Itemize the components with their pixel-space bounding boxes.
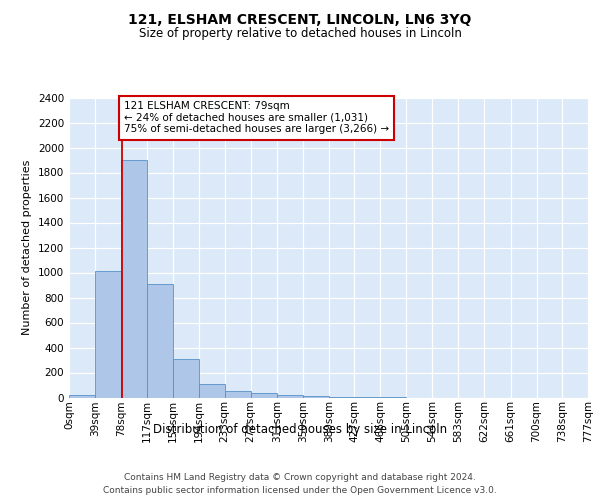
Bar xyxy=(277,395,303,398)
Bar xyxy=(121,160,147,398)
Bar xyxy=(147,284,173,398)
Bar xyxy=(69,395,95,398)
Y-axis label: Number of detached properties: Number of detached properties xyxy=(22,160,32,335)
Text: Size of property relative to detached houses in Lincoln: Size of property relative to detached ho… xyxy=(139,28,461,40)
Bar xyxy=(303,396,329,398)
Bar xyxy=(173,359,199,398)
Text: Contains HM Land Registry data © Crown copyright and database right 2024.: Contains HM Land Registry data © Crown c… xyxy=(124,472,476,482)
Text: Distribution of detached houses by size in Lincoln: Distribution of detached houses by size … xyxy=(153,422,447,436)
Text: 121, ELSHAM CRESCENT, LINCOLN, LN6 3YQ: 121, ELSHAM CRESCENT, LINCOLN, LN6 3YQ xyxy=(128,12,472,26)
Text: 121 ELSHAM CRESCENT: 79sqm
← 24% of detached houses are smaller (1,031)
75% of s: 121 ELSHAM CRESCENT: 79sqm ← 24% of deta… xyxy=(124,102,389,134)
Bar xyxy=(224,390,251,398)
Bar xyxy=(251,393,277,398)
Bar xyxy=(329,397,355,398)
Bar xyxy=(95,271,121,398)
Text: Contains public sector information licensed under the Open Government Licence v3: Contains public sector information licen… xyxy=(103,486,497,495)
Bar xyxy=(199,384,224,398)
